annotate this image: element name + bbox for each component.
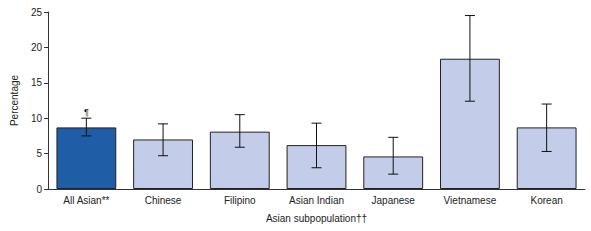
svg-text:Vietnamese: Vietnamese [444,195,497,206]
svg-text:5: 5 [36,148,42,159]
svg-text:0: 0 [36,184,42,195]
svg-text:Percentage: Percentage [9,74,20,126]
svg-text:15: 15 [31,77,43,88]
svg-text:¶: ¶ [84,107,89,117]
svg-text:20: 20 [31,42,43,53]
svg-text:Japanese: Japanese [372,195,416,206]
svg-text:10: 10 [31,113,43,124]
svg-text:Asian subpopulation††: Asian subpopulation†† [266,213,367,224]
svg-text:Korean: Korean [531,195,563,206]
svg-text:25: 25 [31,7,43,18]
svg-text:All Asian**: All Asian** [63,195,109,206]
svg-text:Filipino: Filipino [224,195,256,206]
svg-text:Chinese: Chinese [145,195,182,206]
svg-text:Asian Indian: Asian Indian [289,195,344,206]
